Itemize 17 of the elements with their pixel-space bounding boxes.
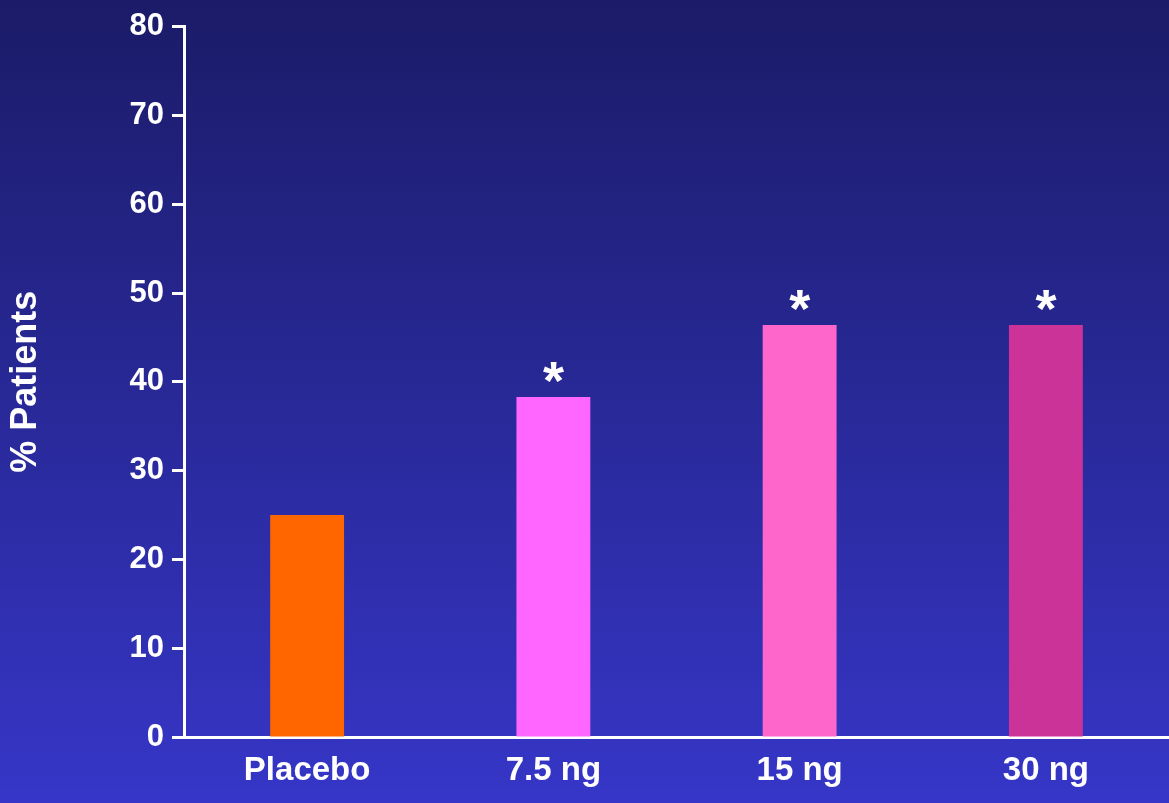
annotation: *: [1035, 277, 1057, 338]
x-tick-label: Placebo: [243, 749, 371, 787]
y-tick-label: 20: [129, 539, 164, 575]
annotation: *: [542, 349, 564, 410]
y-tick-label: 80: [129, 7, 164, 43]
x-tick-label: 7.5 ng: [505, 749, 602, 787]
y-tick-label: 60: [129, 184, 164, 220]
y-tick-label: 10: [129, 628, 164, 664]
x-tick-label: 15 ng: [756, 749, 843, 787]
y-tick-label: 40: [129, 362, 164, 398]
y-tick-label: 30: [129, 451, 164, 487]
y-axis-title: % Patients: [2, 290, 44, 473]
y-tick-label: 0: [146, 717, 164, 753]
y-tick-label: 50: [129, 273, 164, 309]
annotation: *: [789, 277, 811, 338]
x-tick-label: 30 ng: [1002, 749, 1089, 787]
y-tick-label: 70: [129, 95, 164, 131]
